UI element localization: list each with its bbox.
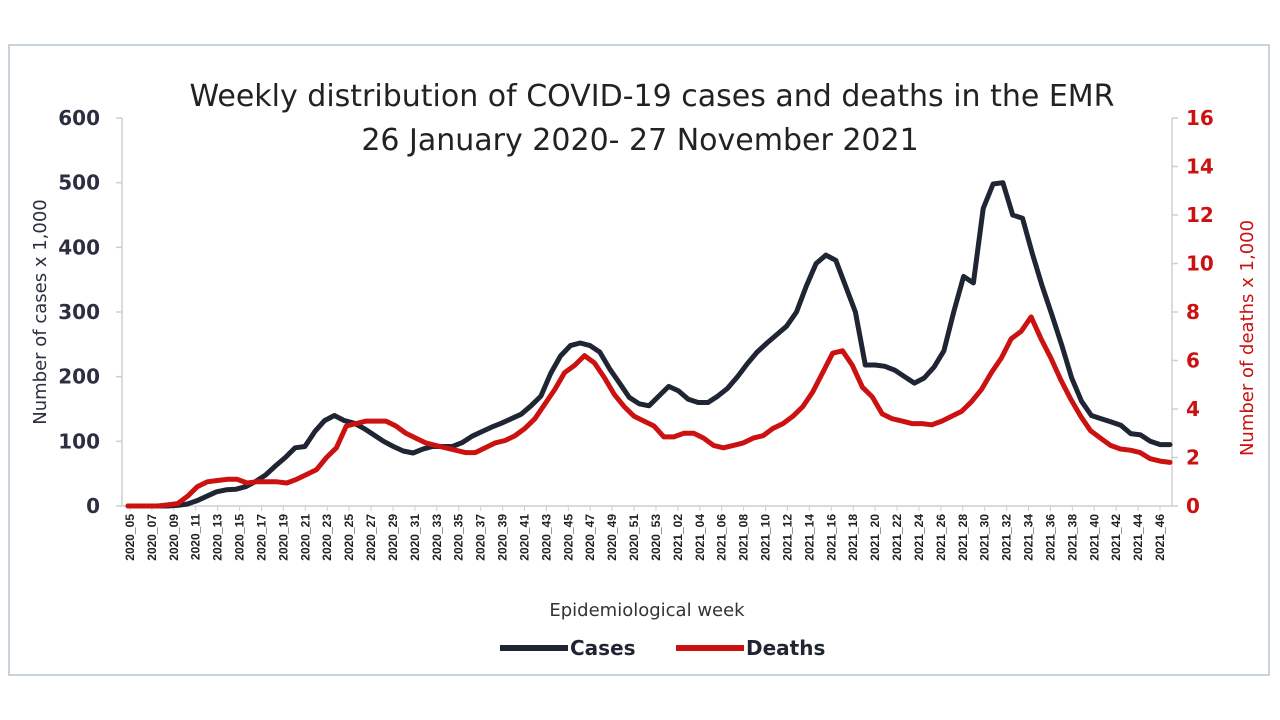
x-tick-label: 2020_13 bbox=[211, 514, 225, 561]
y-axis-right-label: Number of deaths x 1,000 bbox=[1237, 220, 1258, 456]
x-tick-label: 2020_09 bbox=[167, 514, 181, 561]
y-tick-label-left: 200 bbox=[58, 365, 100, 389]
x-tick-label: 2020_21 bbox=[298, 514, 312, 561]
legend-label-deaths: Deaths bbox=[746, 636, 825, 660]
series-line-deaths bbox=[125, 314, 1173, 509]
x-tick-label: 2020_07 bbox=[145, 514, 159, 561]
x-tick-label: 2021_24 bbox=[912, 514, 926, 561]
y-axis-right-ticks: 0 2 4 6 8 10 12 14 16 bbox=[1172, 106, 1214, 518]
x-tick-label: 2020_25 bbox=[342, 514, 356, 561]
x-axis-label: Epidemiological week bbox=[549, 600, 745, 621]
series-line-cases bbox=[125, 180, 1173, 509]
y-tick-label-right: 12 bbox=[1186, 203, 1214, 227]
y-tick-label-right: 6 bbox=[1186, 349, 1200, 373]
x-tick-label: 2021_26 bbox=[934, 514, 948, 561]
x-tick-label: 2021_34 bbox=[1022, 514, 1036, 561]
legend: Cases Deaths bbox=[500, 636, 825, 660]
y-axis-left-label: Number of cases x 1,000 bbox=[30, 199, 51, 424]
y-tick-label-right: 14 bbox=[1186, 155, 1214, 179]
x-tick-label: 2021_42 bbox=[1109, 514, 1123, 561]
x-tick-label: 2020_45 bbox=[561, 514, 575, 561]
x-tick-label: 2020_51 bbox=[627, 514, 641, 561]
x-tick-label: 2020_41 bbox=[517, 514, 531, 561]
x-tick-label: 2021_14 bbox=[802, 514, 816, 561]
x-tick-label: 2020_43 bbox=[539, 514, 553, 561]
y-tick-label-left: 0 bbox=[86, 494, 100, 518]
legend-label-cases: Cases bbox=[570, 636, 636, 660]
x-tick-label: 2021_18 bbox=[846, 514, 860, 561]
x-tick-label: 2021_12 bbox=[780, 514, 794, 561]
y-tick-label-right: 0 bbox=[1186, 494, 1200, 518]
x-tick-label: 2020_27 bbox=[364, 514, 378, 561]
x-tick-label: 2021_30 bbox=[978, 514, 992, 561]
chart-title-line-2: 26 January 2020- 27 November 2021 bbox=[361, 123, 918, 158]
chart-title-line-1: Weekly distribution of COVID-19 cases an… bbox=[189, 79, 1114, 114]
x-axis-ticks: 2020_05 2020_07 2020_09 2020_11 2020_13 2020_… bbox=[123, 506, 1167, 561]
y-tick-label-left: 600 bbox=[58, 106, 100, 130]
x-tick-label: 2020_23 bbox=[320, 514, 334, 561]
x-tick-label: 2021_46 bbox=[1153, 514, 1167, 561]
y-tick-label-right: 2 bbox=[1186, 446, 1200, 470]
y-tick-label-left: 500 bbox=[58, 171, 100, 195]
y-axis-left-ticks: 0 100 200 300 400 500 600 bbox=[58, 106, 122, 518]
x-tick-label: 2021_10 bbox=[759, 514, 773, 561]
x-tick-label: 2021_02 bbox=[671, 514, 685, 561]
x-tick-label: 2020_05 bbox=[123, 514, 137, 561]
x-tick-label: 2020_39 bbox=[496, 514, 510, 561]
x-tick-label: 2020_33 bbox=[430, 514, 444, 561]
y-tick-label-right: 4 bbox=[1186, 397, 1200, 421]
y-tick-label-right: 16 bbox=[1186, 106, 1214, 130]
x-tick-label: 2020_37 bbox=[474, 514, 488, 561]
x-tick-label: 2020_19 bbox=[276, 514, 290, 561]
x-tick-label: 2020_15 bbox=[233, 514, 247, 561]
y-tick-label-left: 100 bbox=[58, 429, 100, 453]
x-tick-label: 2021_32 bbox=[1000, 514, 1014, 561]
x-tick-label: 2021_06 bbox=[715, 514, 729, 561]
chart-frame bbox=[8, 44, 1270, 676]
x-tick-label: 2021_40 bbox=[1087, 514, 1101, 561]
x-tick-label: 2021_38 bbox=[1065, 514, 1079, 561]
x-tick-label: 2020_35 bbox=[452, 514, 466, 561]
x-tick-label: 2021_08 bbox=[737, 514, 751, 561]
x-tick-label: 2020_31 bbox=[408, 514, 422, 561]
y-tick-label-right: 8 bbox=[1186, 300, 1200, 324]
y-tick-label-right: 10 bbox=[1186, 252, 1214, 276]
x-tick-label: 2020_17 bbox=[254, 514, 268, 561]
x-tick-label: 2020_53 bbox=[649, 514, 663, 561]
x-tick-label: 2021_22 bbox=[890, 514, 904, 561]
x-tick-label: 2021_36 bbox=[1043, 514, 1057, 561]
x-tick-label: 2020_49 bbox=[605, 514, 619, 561]
x-tick-label: 2021_20 bbox=[868, 514, 882, 561]
x-tick-label: 2020_29 bbox=[386, 514, 400, 561]
y-tick-label-left: 400 bbox=[58, 235, 100, 259]
series-layer bbox=[125, 180, 1173, 509]
x-tick-label: 2021_04 bbox=[693, 514, 707, 561]
y-tick-label-left: 300 bbox=[58, 300, 100, 324]
x-tick-label: 2020_47 bbox=[583, 514, 597, 561]
x-tick-label: 2021_16 bbox=[824, 514, 838, 561]
x-tick-label: 2021_28 bbox=[956, 514, 970, 561]
x-tick-label: 2020_11 bbox=[189, 514, 203, 560]
x-tick-label: 2021_44 bbox=[1131, 514, 1145, 561]
